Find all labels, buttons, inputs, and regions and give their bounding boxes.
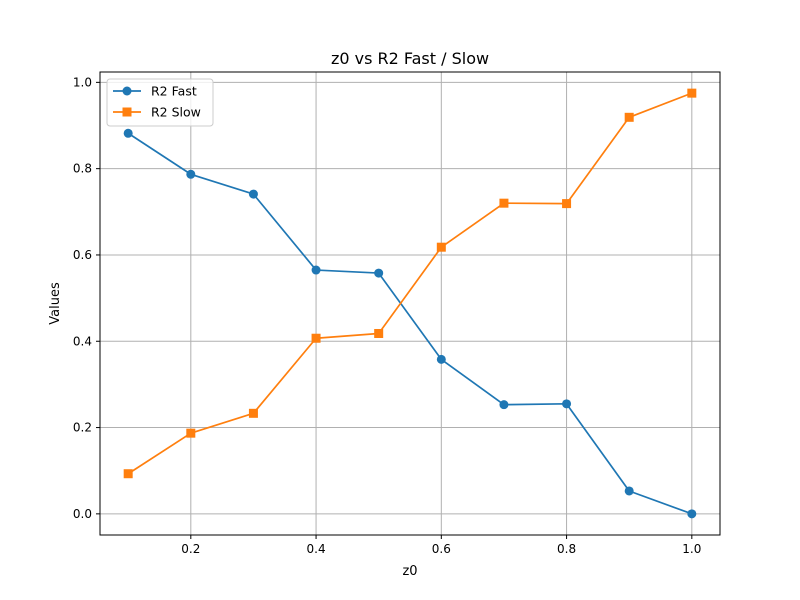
- data-point: [248, 408, 258, 418]
- data-point: [248, 189, 258, 199]
- y-tick-label: 1.0: [73, 75, 92, 89]
- x-tick-label: 1.0: [682, 542, 701, 556]
- plot-frame: [99, 71, 721, 536]
- data-point: [687, 509, 697, 519]
- series-2: [123, 88, 697, 479]
- data-point: [499, 400, 509, 410]
- legend-label: R2 Fast: [151, 84, 197, 99]
- axis-ticks: 0.2 0.4 0.6 0.8 1.0 0.0 0.2 0.4 0.6 0.8 1.0: [73, 75, 701, 556]
- data-point: [123, 128, 133, 138]
- data-point: [123, 469, 133, 479]
- y-tick-label: 0.0: [73, 507, 92, 521]
- data-point: [374, 328, 384, 338]
- y-tick-label: 0.4: [73, 334, 92, 348]
- data-point: [687, 88, 697, 98]
- series-1: [123, 128, 697, 519]
- y-tick-label: 0.2: [73, 421, 92, 435]
- data-point: [311, 265, 321, 275]
- y-tick-label: 0.6: [73, 248, 92, 262]
- y-tick-label: 0.8: [73, 162, 92, 176]
- x-tick-label: 0.8: [557, 542, 576, 556]
- data-point: [624, 486, 634, 496]
- legend-marker: [122, 86, 132, 96]
- data-point: [311, 333, 321, 343]
- x-tick-label: 0.4: [307, 542, 326, 556]
- data-series: [123, 88, 697, 519]
- data-point: [624, 112, 634, 122]
- data-point: [562, 399, 572, 409]
- grid-lines: [100, 72, 720, 535]
- data-point: [499, 198, 509, 208]
- legend: R2 Fast R2 Slow: [106, 78, 214, 127]
- legend-label: R2 Slow: [151, 105, 201, 120]
- legend-marker: [122, 107, 132, 117]
- data-point: [186, 428, 196, 438]
- data-point: [374, 268, 384, 278]
- data-point: [436, 242, 446, 252]
- series-line: [127, 92, 693, 475]
- chart-title: z0 vs R2 Fast / Slow: [331, 49, 489, 68]
- data-point: [562, 199, 572, 209]
- data-point: [436, 354, 446, 364]
- x-tick-label: 0.2: [181, 542, 200, 556]
- series-line: [127, 132, 693, 515]
- y-axis-label: Values: [48, 282, 63, 325]
- x-axis-label: z0: [402, 564, 417, 579]
- data-point: [186, 169, 196, 179]
- x-tick-label: 0.6: [432, 542, 451, 556]
